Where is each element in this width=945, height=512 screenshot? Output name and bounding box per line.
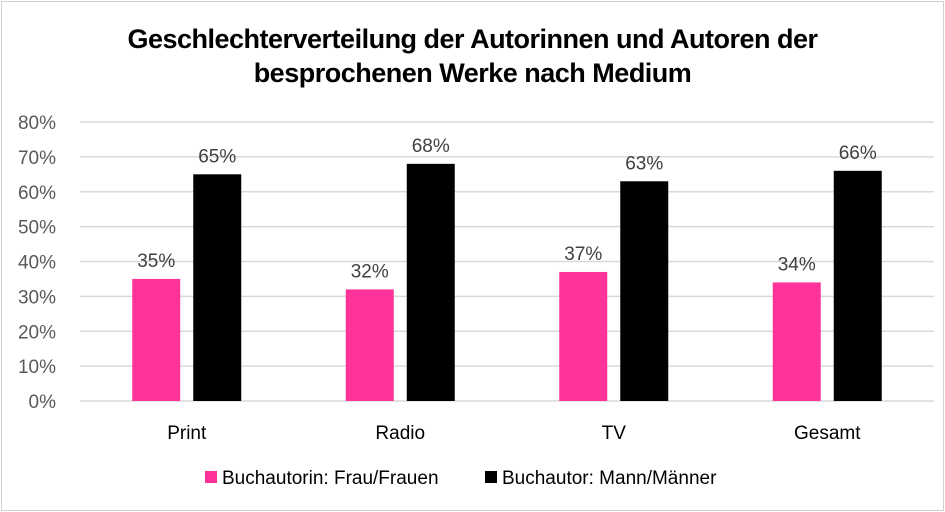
y-tick-label: 40% <box>18 253 56 274</box>
chart-title: Geschlechterverteilung der Autorinnen un… <box>0 22 945 90</box>
bar-male <box>406 163 455 401</box>
y-tick-label: 30% <box>18 287 56 308</box>
legend-label: Buchautorin: Frau/Frauen <box>222 468 439 489</box>
data-label: 34% <box>778 254 816 275</box>
x-tick-label: Radio <box>375 423 425 444</box>
y-tick-label: 50% <box>18 218 56 239</box>
bar-male <box>193 174 242 401</box>
bar-female <box>559 271 608 401</box>
data-label: 32% <box>351 261 389 282</box>
bar-male <box>620 181 669 401</box>
chart-title-line-2: besprochenen Werke nach Medium <box>253 58 692 88</box>
y-tick-label: 80% <box>18 113 56 134</box>
data-label: 65% <box>198 146 236 167</box>
chart-title-line-1: Geschlechterverteilung der Autorinnen un… <box>127 24 818 54</box>
y-tick-label: 10% <box>18 357 56 378</box>
data-label: 66% <box>839 143 877 164</box>
legend-swatch <box>205 471 217 483</box>
bar-female <box>772 282 821 401</box>
legend-swatch <box>485 471 497 483</box>
y-tick-label: 0% <box>29 392 57 413</box>
bar-male <box>833 170 882 401</box>
x-tick-label: TV <box>602 423 627 444</box>
data-label: 35% <box>137 251 175 272</box>
y-tick-label: 70% <box>18 148 56 169</box>
data-label: 68% <box>412 136 450 157</box>
y-tick-label: 60% <box>18 183 56 204</box>
bar-female <box>132 278 181 401</box>
x-tick-label: Gesamt <box>794 423 861 444</box>
data-label: 63% <box>625 153 663 174</box>
legend-label: Buchautor: Mann/Männer <box>502 468 717 489</box>
bar-female <box>345 289 394 401</box>
y-tick-label: 20% <box>18 322 56 343</box>
x-tick-label: Print <box>167 423 207 444</box>
data-label: 37% <box>564 244 602 265</box>
